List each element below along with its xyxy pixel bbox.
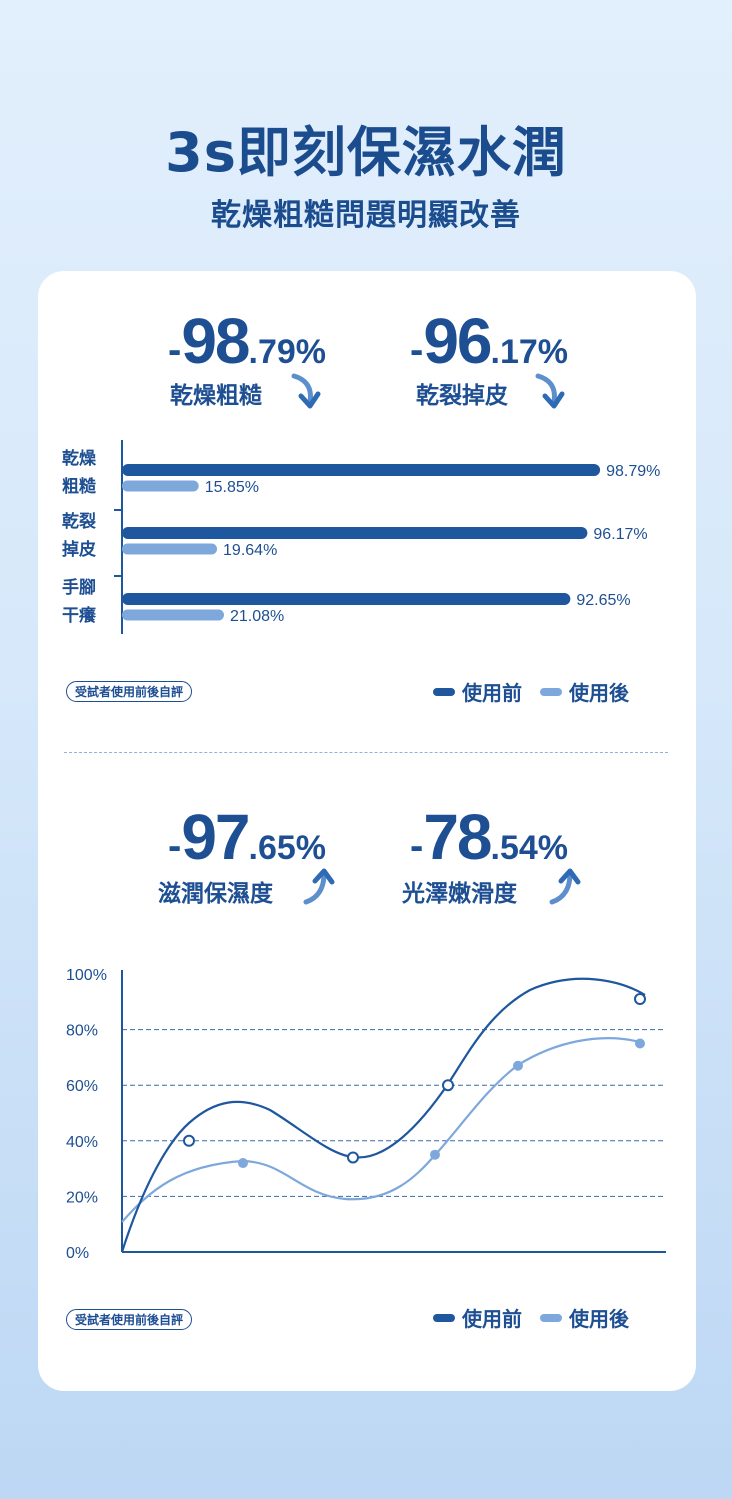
- bar-value-label: 98.79%: [606, 463, 660, 480]
- bar-after: [122, 609, 225, 621]
- survey-note: 受試者使用前後自評: [66, 1309, 193, 1330]
- bar-value-label: 15.85%: [205, 479, 259, 496]
- stat-decimal: .17%: [490, 333, 569, 371]
- bar-after: [122, 543, 218, 555]
- legend-before: 使用前: [433, 677, 522, 706]
- line-point-before: [634, 993, 646, 1006]
- y-tick-label: 20%: [66, 1189, 98, 1206]
- survey-note: 受試者使用前後自評: [66, 681, 193, 702]
- stat-dry-rough-value: -98.79%: [168, 304, 326, 378]
- stat-cracked-peeling-value: -96.17%: [410, 304, 568, 378]
- legend-after-label: 使用後: [569, 1307, 629, 1331]
- legend-after-label: 使用後: [569, 681, 629, 705]
- hero-title: 3s即刻保濕水潤: [165, 121, 567, 184]
- line-point-before: [442, 1079, 454, 1092]
- line-series-before: [120, 977, 646, 1253]
- legend-before-swatch: [433, 1313, 455, 1322]
- line-point-after: [430, 1149, 440, 1160]
- down-arrow-icon: [535, 373, 565, 409]
- stat-dash: -: [410, 328, 424, 372]
- bar-category-label: 手腳: [62, 577, 96, 597]
- hero-subtitle: 乾燥粗糙問題明顯改善: [211, 198, 521, 233]
- line-point-before: [183, 1134, 195, 1147]
- line-point-after: [238, 1158, 248, 1169]
- legend-after: 使用後: [540, 677, 629, 706]
- stat-cracked-peeling-label: 乾裂掉皮: [416, 383, 508, 409]
- down-arrow-icon: [291, 373, 321, 409]
- bar-value-label: 19.64%: [223, 542, 277, 559]
- stat-smoothness-value: -78.54%: [410, 800, 568, 874]
- stat-dry-rough-label: 乾燥粗糙: [170, 383, 262, 409]
- stat-decimal: .54%: [490, 829, 569, 867]
- y-tick-label: 80%: [66, 1023, 98, 1040]
- stat-big-digits: 96: [423, 305, 492, 377]
- bar-value-label: 21.08%: [230, 608, 284, 625]
- legend-before-swatch: [433, 687, 455, 696]
- stat-decimal: .65%: [248, 829, 327, 867]
- bar-before: [122, 464, 601, 476]
- bar-category-label: 粗糙: [62, 476, 96, 496]
- line-point-after: [635, 1038, 645, 1049]
- stat-big-digits: 98: [181, 305, 250, 377]
- legend-after-swatch: [540, 687, 562, 696]
- line-point-before: [347, 1151, 359, 1164]
- stat-decimal: .79%: [248, 333, 327, 371]
- y-tick-label: 100%: [66, 967, 107, 984]
- up-arrow-icon: [303, 868, 335, 905]
- legend-before: 使用前: [433, 1303, 522, 1332]
- bar-before: [122, 527, 588, 539]
- section-divider: [64, 752, 668, 753]
- bar-category-label: 干癢: [62, 605, 97, 625]
- content-card: [38, 271, 696, 1391]
- stat-moisture-label: 滋潤保濕度: [158, 881, 273, 907]
- bar-category-label: 乾燥: [62, 448, 97, 468]
- bar-before: [122, 593, 571, 605]
- y-tick-label: 40%: [66, 1134, 98, 1151]
- line-legend: 使用前 使用後: [433, 1303, 629, 1332]
- stat-dash: -: [168, 328, 182, 372]
- stat-big-digits: 97: [181, 801, 250, 873]
- line-series-after: [121, 1037, 641, 1223]
- legend-after-swatch: [540, 1313, 562, 1322]
- y-tick-label: 0%: [66, 1245, 89, 1262]
- legend-before-label: 使用前: [462, 1307, 522, 1331]
- bar-category-label: 乾裂: [62, 511, 96, 531]
- legend-after: 使用後: [540, 1303, 629, 1332]
- y-tick-label: 60%: [66, 1078, 98, 1095]
- bar-category-label: 掉皮: [62, 539, 96, 559]
- stat-dash: -: [410, 824, 424, 868]
- legend-before-label: 使用前: [462, 681, 522, 705]
- stat-big-digits: 78: [423, 801, 492, 873]
- bar-value-label: 92.65%: [576, 592, 630, 609]
- stat-smoothness-label: 光澤嫩滑度: [402, 881, 517, 907]
- line-chart: 100% 80% 60% 40% 20% 0%: [66, 967, 666, 1262]
- bar-after: [122, 480, 199, 492]
- stat-moisture-value: -97.65%: [168, 800, 326, 874]
- up-arrow-icon: [549, 868, 581, 905]
- stat-dash: -: [168, 824, 182, 868]
- bar-legend: 使用前 使用後: [433, 677, 629, 706]
- bar-value-label: 96.17%: [593, 526, 647, 543]
- line-point-after: [513, 1060, 523, 1071]
